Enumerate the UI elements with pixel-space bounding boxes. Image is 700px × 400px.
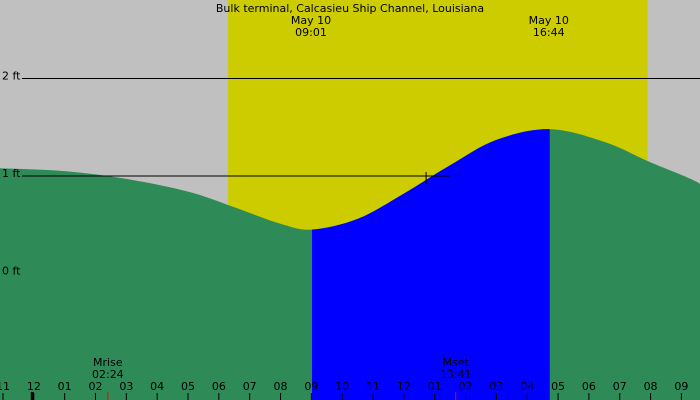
x-tick-label: 04 (520, 380, 534, 393)
highlighted-tide-window (311, 129, 550, 400)
y-gridlines: 2 ft 1 ft 0 ft (2, 70, 700, 278)
extremum-date-label: May 10 (529, 14, 569, 27)
x-tick-label: 02 (89, 380, 103, 393)
x-tick-label: 02 (459, 380, 473, 393)
extremum-time-label: 09:01 (295, 26, 327, 39)
chart-title: Bulk terminal, Calcasieu Ship Channel, L… (216, 2, 484, 15)
x-tick-label: 03 (489, 380, 503, 393)
y-tick-label: 0 ft (2, 265, 21, 278)
moon-event-label: Mset (443, 356, 470, 369)
x-tick-label: 12 (27, 380, 41, 393)
x-tick-label: 06 (212, 380, 226, 393)
x-tick-label: 12 (397, 380, 411, 393)
extremum-time-label: 16:44 (533, 26, 565, 39)
x-tick-label: 11 (366, 380, 380, 393)
y-tick-label: 1 ft (2, 167, 21, 180)
x-tick-label: 08 (274, 380, 288, 393)
x-tick-label: 03 (119, 380, 133, 393)
x-tick-label: 01 (428, 380, 442, 393)
x-tick-label: 06 (582, 380, 596, 393)
moon-event-time: 13:41 (440, 368, 472, 381)
x-tick-label: 10 (335, 380, 349, 393)
extremum-date-label: May 10 (291, 14, 331, 27)
x-axis: 11 12 01 02 03 04 05 06 07 08 09 10 11 12 01 02 03 04 05 06… (0, 380, 688, 400)
x-tick-label: 01 (58, 380, 72, 393)
moon-event-time: 02:24 (92, 368, 124, 381)
moon-event-label: Mrise (93, 356, 123, 369)
x-tick-label: 09 (674, 380, 688, 393)
x-tick-label: 07 (243, 380, 257, 393)
reference-mark (421, 172, 432, 184)
x-tick-label: 08 (644, 380, 658, 393)
x-tick-label: 05 (181, 380, 195, 393)
y-tick-label: 2 ft (2, 70, 21, 83)
x-tick-label: 11 (0, 380, 10, 393)
x-tick-label: 09 (304, 380, 318, 393)
x-tick-label: 04 (150, 380, 164, 393)
x-tick-label: 05 (551, 380, 565, 393)
x-tick-label: 07 (613, 380, 627, 393)
